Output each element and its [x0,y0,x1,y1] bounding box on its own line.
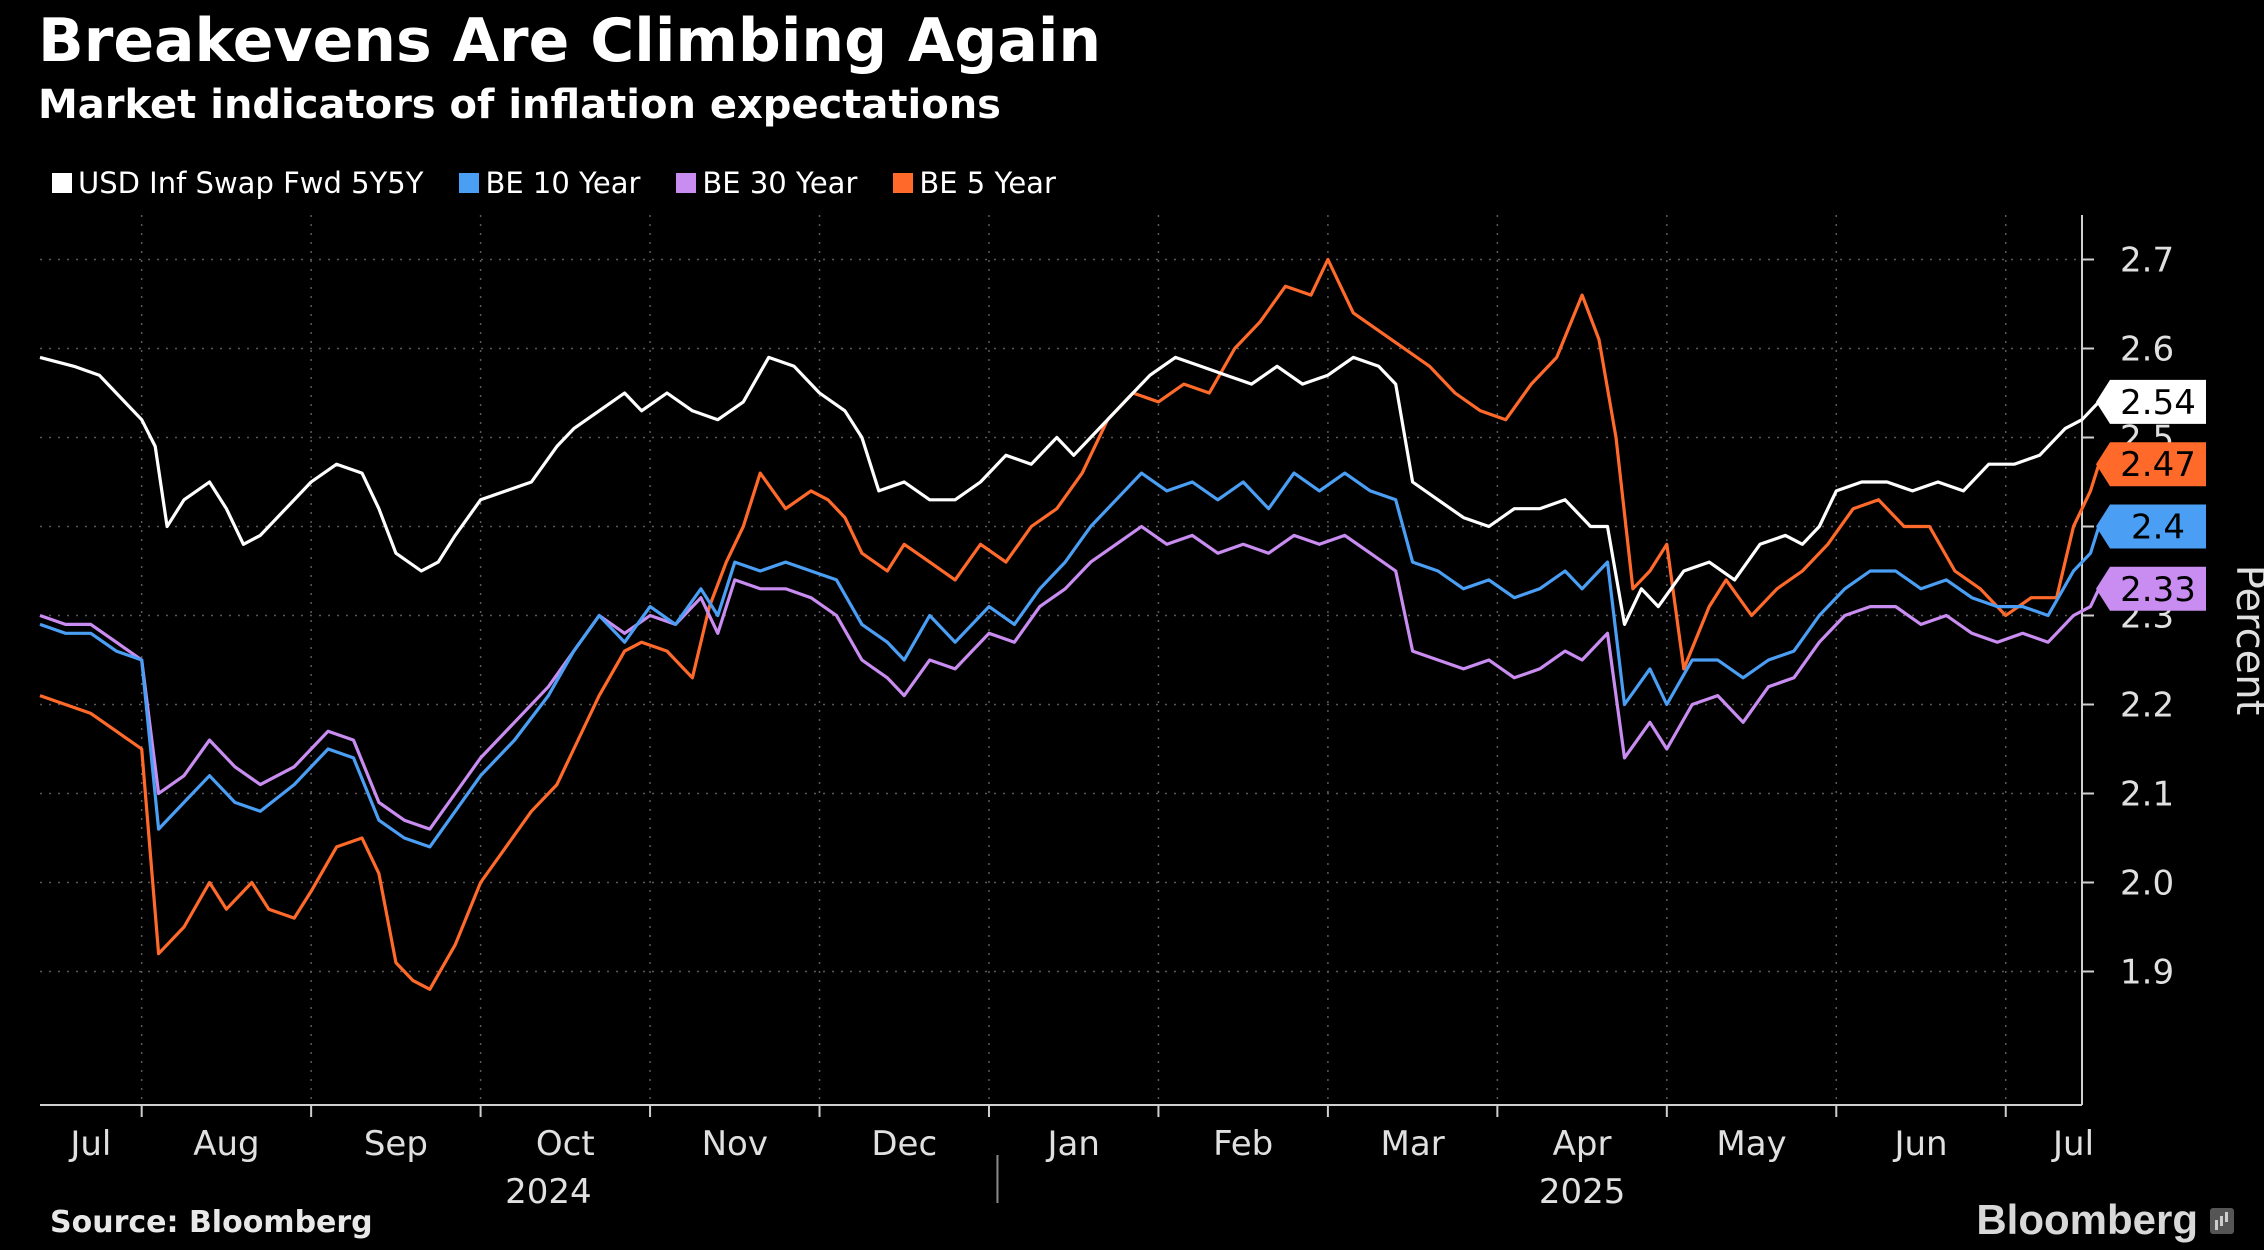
legend-item-usd-inf-swap[interactable]: USD Inf Swap Fwd 5Y5Y [52,166,423,200]
y-tick-label: 2.7 [2120,241,2174,281]
legend-swatch-be-30-year [676,173,697,193]
y-tick-label: 2.2 [2120,686,2174,726]
last-value-label-usd-inf-swap: 2.54 [2120,383,2196,423]
last-value-badge-be-30-year [2096,566,2206,611]
x-tick-label: Feb [1213,1124,1273,1164]
year-label: 2025 [1539,1172,1626,1212]
legend-label-usd-inf-swap: USD Inf Swap Fwd 5Y5Y [78,166,424,200]
last-value-label-be-5-year: 2.47 [2120,445,2196,485]
x-tick-label: Jul [2051,1124,2094,1164]
x-tick-label: Dec [871,1124,937,1164]
x-tick-label: May [1716,1124,1786,1164]
y-tick-label: 2.1 [2120,775,2174,815]
legend-swatch-usd-inf-swap [52,173,72,193]
x-tick-label: Jan [1045,1124,1099,1164]
series-line-be-5-year [39,257,2101,991]
last-value-label-be-10-year: 2.4 [2131,508,2185,548]
series-line-usd-inf-swap [39,355,2101,626]
legend-swatch-be-5-year [893,173,914,193]
y-tick-label: 2.6 [2120,330,2174,370]
y-axis-title: Percent [2227,565,2264,716]
legend-item-be-5-year[interactable]: BE 5 Year [893,166,1056,200]
x-tick-label: Jul [68,1124,111,1164]
y-tick-label: 1.9 [2120,953,2174,993]
year-label: 2024 [505,1172,592,1212]
x-tick-label: Aug [193,1124,259,1164]
chart-legend: USD Inf Swap Fwd 5Y5Y BE 10 Year BE 30 Y… [52,166,1056,200]
last-value-badge-be-5-year [2096,442,2206,487]
last-value-label-be-30-year: 2.33 [2120,570,2196,610]
last-value-badge-be-10-year [2096,504,2206,549]
bloomberg-logo: Bloomberg [1976,1196,2198,1243]
x-tick-label: Oct [536,1124,595,1164]
legend-label-be-5-year: BE 5 Year [919,166,1056,200]
series-line-be-30-year [39,524,2101,831]
legend-item-be-10-year[interactable]: BE 10 Year [459,166,640,200]
chart-title: Breakevens Are Climbing Again [38,6,1102,76]
last-value-badge-usd-inf-swap [2096,379,2206,424]
legend-label-be-30-year: BE 30 Year [702,166,858,200]
legend-swatch-be-10-year [459,173,480,193]
x-tick-label: Jun [1892,1124,1947,1164]
y-tick-label: 2.0 [2120,864,2174,904]
legend-label-be-10-year: BE 10 Year [485,166,641,200]
source-note: Source: Bloomberg [50,1205,373,1240]
x-tick-label: Sep [364,1124,428,1164]
series-line-be-10-year [39,471,2101,849]
x-tick-label: Mar [1381,1124,1445,1164]
x-tick-label: Nov [702,1124,768,1164]
bar-chart-icon [2210,1208,2234,1234]
chart-subtitle: Market indicators of inflation expectati… [38,82,1001,128]
legend-item-be-30-year[interactable]: BE 30 Year [676,166,857,200]
x-tick-label: Apr [1553,1124,1612,1164]
